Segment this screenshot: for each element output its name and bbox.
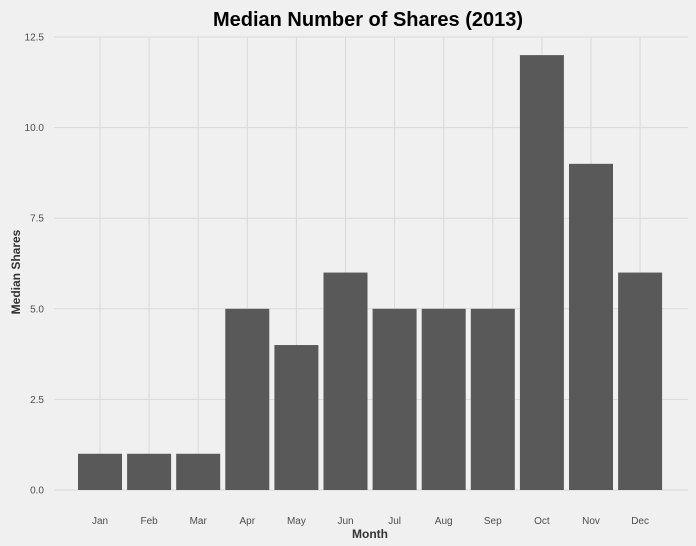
x-tick-label: Jul — [388, 516, 401, 527]
bar-oct — [519, 55, 564, 491]
bar-aug — [421, 308, 466, 490]
bar-dec — [618, 272, 663, 490]
y-axis-title: Median Shares — [9, 229, 23, 314]
bar-may — [274, 345, 319, 490]
x-tick-label: Sep — [484, 516, 502, 527]
x-tick-label: Feb — [140, 516, 158, 527]
y-axis-ticks: 0.0 2.5 5.0 7.5 10.0 12.5 — [25, 33, 45, 497]
bar-nov — [569, 163, 613, 490]
y-tick-label: 12.5 — [25, 33, 45, 44]
x-tick-label: Mar — [190, 516, 208, 527]
x-tick-label: Jun — [337, 516, 353, 527]
y-tick-label: 7.5 — [30, 214, 44, 225]
bar-apr — [225, 308, 270, 490]
x-tick-label: Jan — [92, 516, 108, 527]
x-tick-label: Dec — [631, 516, 649, 527]
bar-mar — [176, 453, 221, 490]
x-axis-ticks: Jan Feb Mar Apr May Jun Jul Aug Sep Oct Nov Dec — [92, 516, 649, 527]
bar-sep — [470, 308, 515, 490]
y-tick-label: 2.5 — [30, 395, 44, 406]
x-axis-title: Month — [352, 527, 388, 541]
x-tick-label: Aug — [435, 516, 453, 527]
bar-jun — [323, 272, 368, 490]
bar-feb — [127, 453, 172, 490]
y-tick-label: 5.0 — [30, 304, 44, 315]
x-tick-label: Nov — [582, 516, 600, 527]
y-tick-label: 0.0 — [30, 486, 44, 497]
y-tick-label: 10.0 — [25, 123, 45, 134]
x-tick-label: Oct — [534, 516, 550, 527]
x-tick-label: Apr — [240, 516, 256, 527]
bars — [78, 55, 663, 491]
chart-title: Median Number of Shares (2013) — [213, 9, 523, 31]
bar-jul — [372, 308, 417, 490]
x-tick-label: May — [287, 516, 306, 527]
bar-jan — [78, 453, 122, 490]
